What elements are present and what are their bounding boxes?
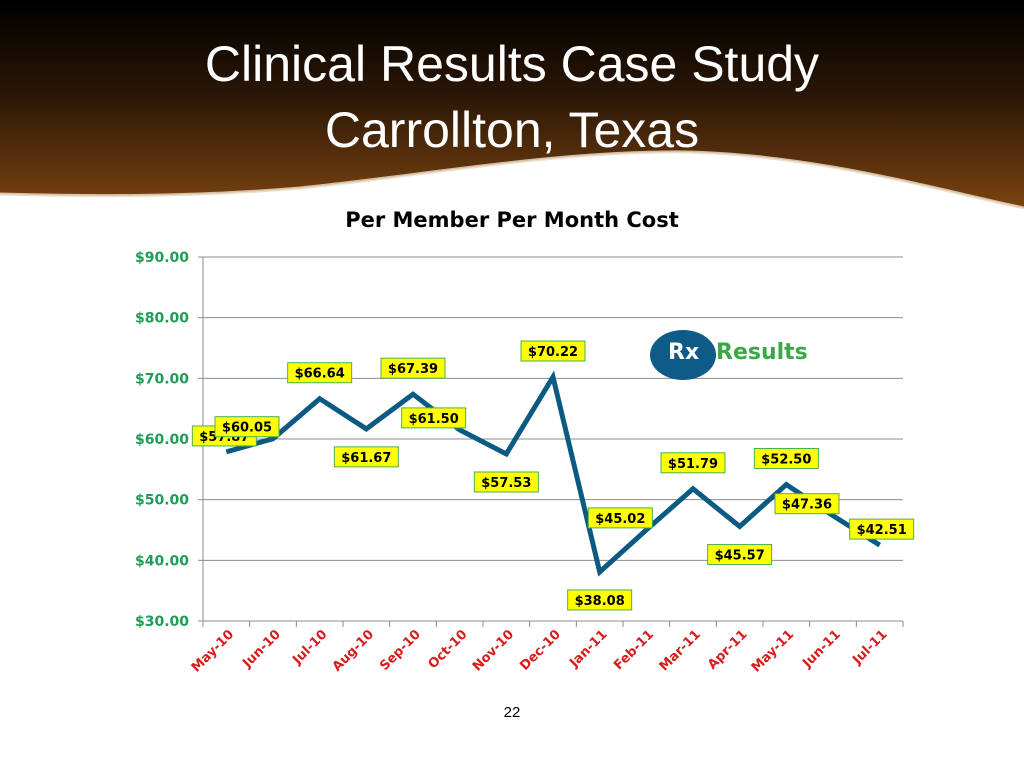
data-label-text: $52.50 bbox=[761, 453, 811, 468]
data-label-box bbox=[660, 452, 726, 474]
data-label-text: $45.57 bbox=[715, 549, 765, 564]
x-tick-label: Sep-10 bbox=[377, 627, 424, 674]
data-label: $45.02 bbox=[587, 507, 653, 529]
data-label-box bbox=[774, 493, 840, 515]
data-label-text: $67.39 bbox=[388, 362, 438, 377]
x-tick-label: Nov-10 bbox=[470, 627, 517, 674]
data-label: $70.22 bbox=[520, 340, 586, 362]
y-tick-label: $90.00 bbox=[135, 250, 189, 266]
data-label-box bbox=[520, 340, 586, 362]
y-tick-label: $30.00 bbox=[135, 614, 189, 630]
data-label-box bbox=[287, 362, 353, 384]
logo-text-results: Results bbox=[716, 340, 808, 365]
data-label-box bbox=[333, 446, 399, 468]
data-label-box bbox=[380, 357, 446, 379]
data-label-box bbox=[567, 589, 633, 611]
data-label-text: $51.79 bbox=[668, 457, 718, 472]
x-tick-label: Jun-11 bbox=[799, 627, 843, 671]
data-label-text: $70.22 bbox=[528, 345, 578, 360]
data-label-box bbox=[401, 407, 467, 429]
data-label-text: $66.64 bbox=[295, 367, 345, 382]
data-label: $67.39 bbox=[380, 357, 446, 379]
header-banner bbox=[0, 0, 1024, 220]
x-tick-label: Jun-10 bbox=[239, 627, 283, 671]
data-label-text: $42.51 bbox=[857, 523, 907, 538]
data-label: $42.51 bbox=[849, 518, 915, 540]
data-label: $52.50 bbox=[753, 448, 819, 469]
x-tick-label: Jul-11 bbox=[849, 627, 890, 668]
data-label: $47.36 bbox=[774, 493, 840, 515]
x-tick-label: Oct-10 bbox=[426, 627, 471, 672]
data-label-box bbox=[849, 518, 915, 540]
data-label-text: $61.67 bbox=[341, 451, 391, 466]
data-label: $45.57 bbox=[707, 544, 773, 566]
slide-number: 22 bbox=[503, 704, 521, 721]
data-label-box bbox=[587, 507, 653, 529]
x-tick-label: Aug-10 bbox=[330, 627, 377, 674]
y-tick-label: $60.00 bbox=[135, 432, 189, 448]
x-tick-label: May-10 bbox=[189, 627, 237, 675]
y-tick-label: $70.00 bbox=[135, 371, 189, 387]
data-label-text: $57.53 bbox=[481, 476, 531, 491]
data-label-box bbox=[753, 448, 819, 469]
data-label: $61.50 bbox=[401, 407, 467, 429]
data-label-text: $47.36 bbox=[782, 498, 832, 513]
data-label-text: $61.50 bbox=[409, 412, 459, 427]
header-background bbox=[0, 0, 1024, 210]
data-label: $57.53 bbox=[473, 471, 539, 493]
x-tick-label: Jan-11 bbox=[566, 627, 610, 671]
y-tick-label: $80.00 bbox=[135, 311, 189, 327]
logo-text-rx: Rx bbox=[668, 340, 700, 365]
data-label: $61.67 bbox=[333, 446, 399, 468]
data-label-text: $60.05 bbox=[222, 421, 272, 436]
x-tick-label: Apr-11 bbox=[705, 627, 750, 672]
x-tick-label: May-11 bbox=[749, 627, 797, 675]
x-tick-label: Mar-11 bbox=[657, 627, 704, 674]
series-line bbox=[225, 370, 882, 577]
data-label-box bbox=[473, 471, 539, 493]
logo-circle bbox=[650, 330, 716, 380]
slide-title-line2: Carrollton, Texas bbox=[324, 102, 700, 158]
data-label: $38.08 bbox=[567, 589, 633, 611]
x-tick-label: Feb-11 bbox=[611, 627, 657, 673]
x-tick-label: Jul-10 bbox=[289, 627, 330, 668]
x-tick-label: Dec-10 bbox=[517, 627, 564, 674]
chart-title: Per Member Per Month Cost bbox=[345, 208, 679, 232]
slide-title-line1: Clinical Results Case Study bbox=[204, 36, 820, 92]
y-tick-label: $50.00 bbox=[135, 493, 189, 509]
rxresults-logo: Rx Results bbox=[648, 326, 808, 386]
data-label: $66.64 bbox=[287, 362, 353, 384]
y-tick-label: $40.00 bbox=[135, 553, 189, 569]
data-label-box bbox=[707, 544, 773, 566]
data-label-box bbox=[214, 416, 280, 438]
data-label-text: $45.02 bbox=[595, 512, 645, 527]
data-label: $51.79 bbox=[660, 452, 726, 474]
data-label: $60.05 bbox=[214, 416, 280, 438]
data-label-text: $38.08 bbox=[575, 594, 625, 609]
